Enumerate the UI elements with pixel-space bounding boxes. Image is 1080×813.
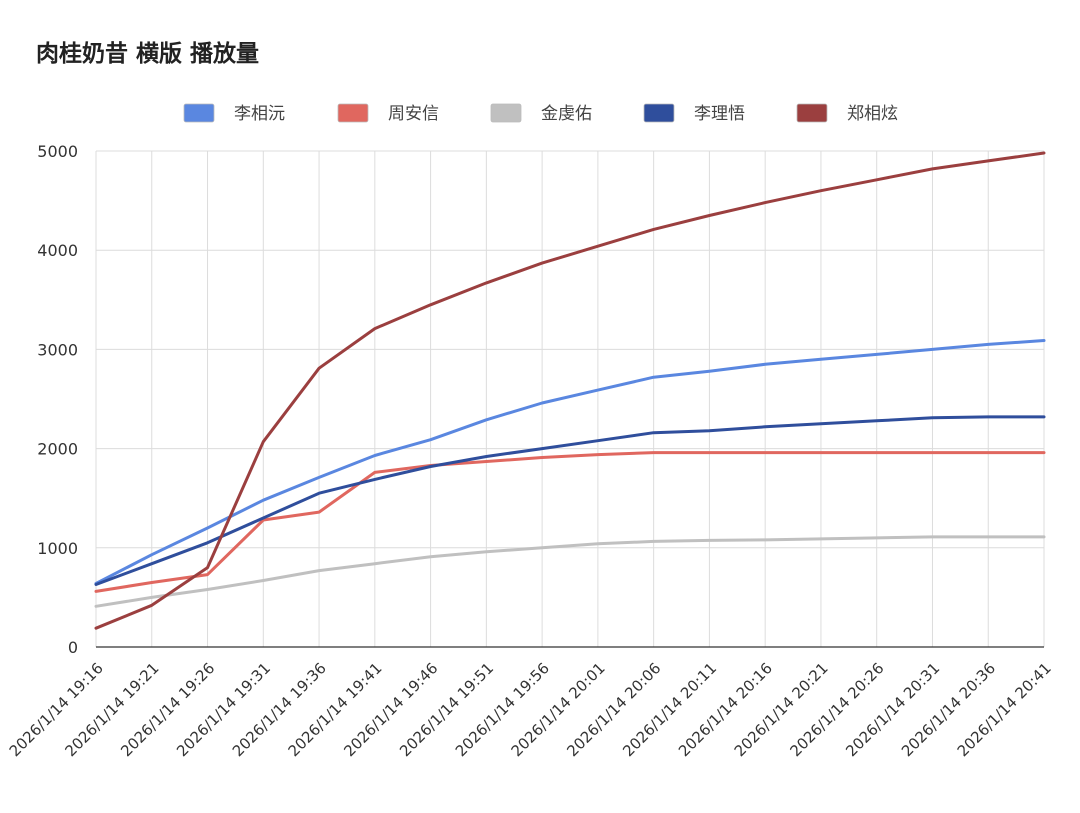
legend-swatch	[337, 103, 369, 123]
x-tick-label: 2026/1/14 20:16	[675, 659, 776, 760]
y-tick-label: 1000	[37, 539, 78, 558]
x-tick-label: 2026/1/14 20:26	[786, 659, 887, 760]
x-tick-label: 2026/1/14 19:41	[285, 659, 386, 760]
series-lines	[94, 151, 1046, 630]
series-line	[94, 415, 1046, 586]
grid-lines	[95, 150, 1045, 648]
x-tick-label: 2026/1/14 20:01	[508, 659, 609, 760]
series-line	[94, 535, 1046, 608]
x-tick-label: 2026/1/14 20:21	[731, 659, 832, 760]
legend-label: 郑相炫	[847, 104, 898, 124]
x-tick-label: 2026/1/14 19:56	[452, 659, 553, 760]
legend-label: 周安信	[388, 104, 439, 124]
legend-label: 金虔佑	[541, 104, 592, 124]
x-tick-label: 2026/1/14 20:06	[563, 659, 664, 760]
x-tick-label: 2026/1/14 19:16	[6, 659, 107, 760]
y-tick-label: 5000	[37, 142, 78, 161]
y-axis-ticks: 0 1000 2000 3000 4000 5000	[37, 142, 78, 657]
series-line	[94, 151, 1046, 630]
legend-label: 李理悟	[694, 104, 745, 124]
x-tick-label: 2026/1/14 20:36	[898, 659, 999, 760]
legend-swatch	[490, 103, 522, 123]
legend-swatch	[796, 103, 828, 123]
series-line	[94, 339, 1046, 585]
x-tick-label: 2026/1/14 19:36	[229, 659, 330, 760]
y-tick-label: 4000	[37, 241, 78, 260]
chart-title: 肉桂奶昔 横版 播放量	[36, 41, 260, 67]
x-tick-label: 2026/1/14 20:41	[954, 659, 1055, 760]
x-tick-label: 2026/1/14 19:51	[396, 659, 497, 760]
x-tick-label: 2026/1/14 19:26	[117, 659, 218, 760]
legend-swatch	[643, 103, 675, 123]
y-tick-label: 0	[68, 638, 78, 657]
legend-label: 李相沅	[234, 104, 285, 124]
legend-swatch	[183, 103, 215, 123]
x-tick-label: 2026/1/14 19:21	[62, 659, 163, 760]
y-tick-label: 2000	[37, 440, 78, 459]
y-tick-label: 3000	[37, 340, 78, 359]
x-tick-label: 2026/1/14 19:31	[173, 659, 274, 760]
x-tick-label: 2026/1/14 20:31	[842, 659, 943, 760]
legend: 李相沅 周安信 金虔佑 李理悟 郑相炫	[183, 103, 898, 124]
series-line	[94, 451, 1046, 593]
x-tick-label: 2026/1/14 20:11	[619, 659, 720, 760]
x-tick-label: 2026/1/14 19:46	[340, 659, 441, 760]
